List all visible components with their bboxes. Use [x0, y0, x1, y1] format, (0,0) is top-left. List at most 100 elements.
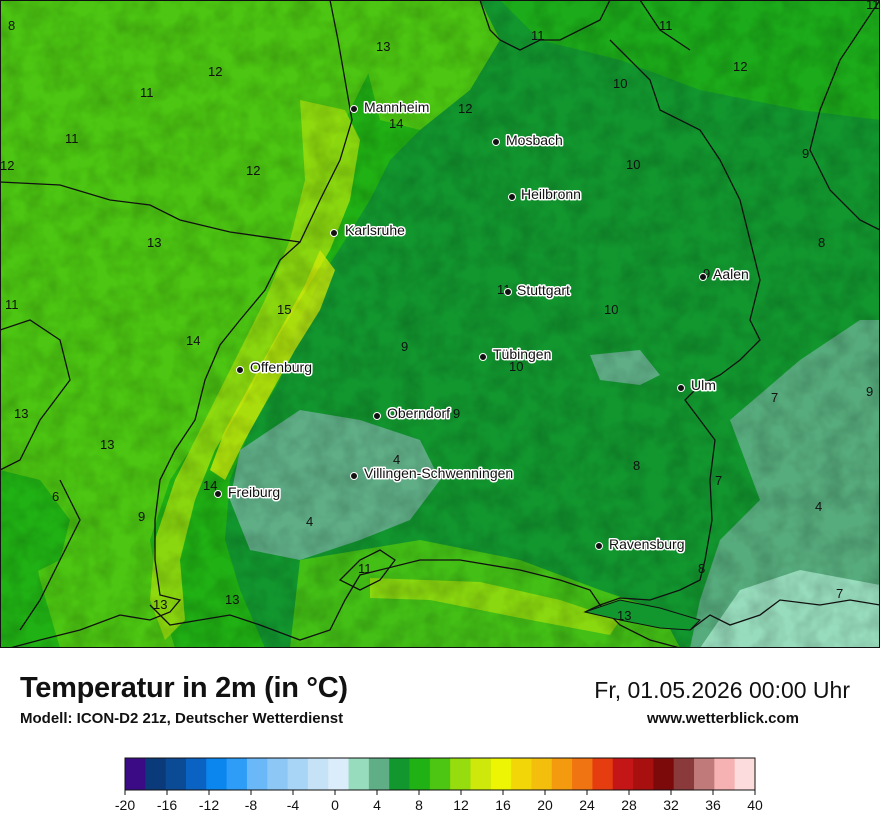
legend-swatch — [185, 758, 207, 790]
isotherm-labels: 8 13 12 11 10 11 11 12 11 14 12 12 10 9 … — [0, 0, 880, 623]
legend-tick-label: 24 — [579, 797, 595, 813]
legend-swatch — [125, 758, 146, 790]
iso-label: 14 — [389, 116, 403, 131]
iso-label: 13 — [617, 608, 631, 623]
iso-label: 14 — [186, 333, 200, 348]
legend-tick-label: 20 — [537, 797, 553, 813]
legend-swatch — [226, 758, 248, 790]
cities: Mannheim Mosbach Heilbronn Karlsruhe Aal… — [214, 98, 750, 554]
iso-label: 13 — [147, 235, 161, 250]
city-label-mannheim: Mannheim — [364, 99, 429, 115]
iso-label: 10 — [626, 157, 640, 172]
iso-label: 9 — [453, 406, 460, 421]
iso-label: 10 — [509, 359, 523, 374]
city-label-freiburg: Freiburg — [228, 484, 280, 500]
city-marker — [492, 138, 500, 146]
iso-label: 6 — [52, 489, 59, 504]
city-marker — [236, 366, 244, 374]
city-label-villingen-schwenningen: Villingen-Schwenningen — [364, 465, 513, 481]
iso-label: 11 — [140, 85, 154, 100]
city-marker — [214, 490, 222, 498]
iso-label: 9 — [138, 509, 145, 524]
legend-swatch — [592, 758, 614, 790]
borders — [0, 0, 880, 648]
iso-label: 9 — [401, 339, 408, 354]
legend-swatch — [653, 758, 675, 790]
iso-label: 7 — [715, 473, 722, 488]
legend-swatch — [206, 758, 228, 790]
iso-label: 4 — [815, 499, 822, 514]
legend-swatch — [287, 758, 309, 790]
iso-label: 9 — [802, 146, 809, 161]
iso-label: 11 — [659, 18, 673, 33]
iso-label: 12 — [458, 101, 472, 116]
iso-label: 11 — [866, 0, 880, 12]
city-label-ulm: Ulm — [691, 377, 716, 393]
website-credit: www.wetterblick.com — [647, 710, 799, 727]
city-label-heilbronn: Heilbronn — [521, 186, 581, 202]
legend-tick-label: -20 — [115, 797, 135, 813]
city-marker — [330, 229, 338, 237]
valid-datetime: Fr, 01.05.2026 00:00 Uhr — [594, 677, 850, 703]
iso-label: 8 — [698, 561, 705, 576]
legend-swatch — [470, 758, 492, 790]
legend-swatch — [429, 758, 451, 790]
city-marker — [479, 353, 487, 361]
legend-tick-label: -4 — [287, 797, 300, 813]
iso-label: 14 — [203, 478, 217, 493]
legend-swatch — [572, 758, 593, 790]
iso-label: 12 — [733, 59, 747, 74]
city-marker — [373, 412, 381, 420]
iso-label: 11 — [5, 297, 19, 312]
city-label-oberndorf: Oberndorf — [387, 405, 450, 421]
legend-swatch — [389, 758, 410, 790]
city-label-offenburg: Offenburg — [250, 359, 312, 375]
city-marker — [677, 384, 685, 392]
legend-tick-label: -16 — [157, 797, 177, 813]
city-marker — [595, 542, 603, 550]
legend-swatch — [409, 758, 431, 790]
legend-swatch — [348, 758, 370, 790]
legend-swatches — [124, 757, 756, 791]
iso-label: 10 — [613, 76, 627, 91]
legend-swatch — [267, 758, 288, 790]
city-label-karlsruhe: Karlsruhe — [345, 222, 405, 238]
legend-swatch — [490, 758, 512, 790]
legend-ticks: -20 -16 -12 -8 -4 0 4 8 12 16 20 24 28 32 36 40 — [115, 790, 763, 813]
legend-swatch — [612, 758, 634, 790]
iso-label: 12 — [208, 64, 222, 79]
iso-label: 8 — [818, 235, 825, 250]
legend-swatch — [246, 758, 268, 790]
city-marker — [350, 472, 358, 480]
legend-tick-label: -8 — [245, 797, 258, 813]
iso-label: 11 — [531, 28, 545, 43]
legend-tick-label: 8 — [415, 797, 423, 813]
city-label-aalen: Aalen — [713, 266, 749, 282]
city-label-tuebingen: Tübingen — [493, 346, 551, 362]
iso-label: 13 — [14, 406, 28, 421]
iso-label: 13 — [153, 597, 167, 612]
iso-label: 4 — [306, 514, 313, 529]
texture-overlay — [0, 0, 880, 648]
city-marker — [350, 105, 358, 113]
iso-label: 7 — [836, 586, 843, 601]
iso-label: 10 — [604, 302, 618, 317]
city-label-stuttgart: Stuttgart — [517, 282, 570, 298]
legend-swatch — [734, 758, 756, 790]
city-label-mosbach: Mosbach — [506, 132, 563, 148]
color-legend: -20 -16 -12 -8 -4 0 4 8 12 16 20 24 28 32 36 40 — [115, 757, 763, 813]
iso-label: 11 — [358, 561, 372, 576]
legend-tick-label: 40 — [747, 797, 763, 813]
legend-swatch — [673, 758, 695, 790]
legend-tick-label: 36 — [705, 797, 721, 813]
legend-swatch — [368, 758, 390, 790]
city-marker — [699, 273, 707, 281]
iso-label: 9 — [866, 384, 873, 399]
iso-label: 4 — [393, 452, 400, 467]
city-label-ravensburg: Ravensburg — [609, 536, 685, 552]
legend-tick-label: 4 — [373, 797, 381, 813]
iso-label: 12 — [246, 163, 260, 178]
iso-label: 9 — [703, 266, 710, 281]
iso-label: 13 — [225, 592, 239, 607]
legend-swatch — [328, 758, 349, 790]
